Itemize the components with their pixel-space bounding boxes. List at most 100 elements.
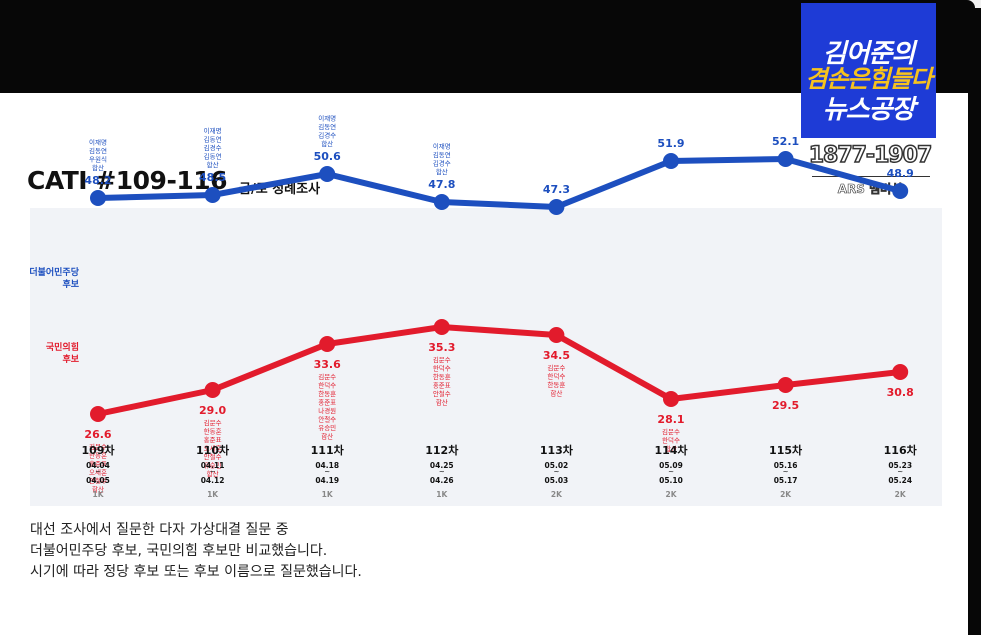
date-tilde-7: ~: [897, 468, 903, 476]
sample-size-7: 2K: [895, 490, 907, 499]
data-label-1-1: 29.0: [199, 404, 226, 417]
date-end-5: 05.10: [659, 476, 683, 485]
candidate-note-0-1-2: 김경수: [204, 143, 222, 152]
right-edge-bar: [968, 8, 981, 635]
candidate-note-0-3-3: 합산: [436, 167, 448, 176]
date-tilde-4: ~: [553, 468, 559, 476]
phone-number: 1877-1907: [808, 142, 933, 169]
x-tick-label-4: 113차: [540, 443, 574, 457]
series-line-1: [95, 324, 904, 417]
series-label-0-line-0: 더불어민주당: [29, 266, 79, 278]
candidate-note-1-4-3: 합산: [550, 389, 562, 398]
candidate-note-0-3-1: 김동연: [433, 151, 451, 159]
x-tick-label-7: 116차: [884, 443, 918, 457]
data-point-0-2: [319, 166, 336, 182]
candidate-note-1-4-0: 김문수: [547, 364, 565, 372]
data-point-1-4: [548, 327, 565, 343]
candidate-note-1-2-1: 한덕수: [318, 381, 336, 390]
candidate-note-1-1-5: 유승민: [204, 461, 222, 470]
logo-line-3: 뉴스공장: [822, 95, 916, 125]
candidate-note-1-2-5: 안철수: [318, 415, 336, 424]
data-point-0-6: [777, 151, 794, 167]
candidate-note-1-5-1: 한덕수: [662, 436, 680, 445]
data-point-1-7: [892, 364, 909, 380]
data-point-1-5: [663, 391, 679, 407]
date-tilde-1: ~: [210, 468, 216, 476]
candidate-note-1-2-3: 홍준표: [318, 398, 336, 407]
date-tilde-6: ~: [783, 468, 789, 476]
logo-line-1: 김어준의: [822, 39, 916, 69]
data-label-0-0: 48.2: [84, 174, 111, 187]
series-label-0-line-1: 후보: [62, 278, 79, 290]
logo-line-2: 겸손은힘들다: [805, 65, 932, 93]
candidate-note-1-1-2: 홍준표: [204, 435, 222, 444]
date-start-1: 04.11: [201, 461, 225, 470]
data-label-1-4: 34.5: [543, 349, 570, 362]
candidate-note-0-1-4: 합산: [207, 160, 219, 169]
candidate-note-1-0-5: 합산: [92, 485, 104, 494]
candidate-note-0-0-2: 우원식: [89, 155, 107, 164]
date-end-3: 04.26: [430, 476, 454, 485]
date-end-0: 04.05: [86, 476, 110, 485]
data-point-0-3: [433, 194, 450, 210]
candidate-note-1-4-1: 한덕수: [547, 372, 565, 381]
candidate-note-0-1-0: 이재명: [204, 126, 222, 135]
show-logo: 김어준의 겸손은힘들다 뉴스공장: [801, 3, 936, 138]
candidate-note-1-3-0: 김문수: [433, 356, 451, 364]
candidate-note-1-0-1: 한동훈: [89, 451, 107, 460]
date-end-7: 05.24: [888, 476, 912, 485]
candidate-note-1-1-1: 한동훈: [204, 427, 222, 436]
candidate-note-1-0-3: 오세훈: [89, 468, 107, 477]
date-start-0: 04.04: [86, 461, 110, 470]
x-tick-label-0: 109차: [81, 443, 115, 457]
candidate-note-1-1-6: 합산: [207, 469, 219, 478]
date-end-1: 04.12: [201, 476, 225, 485]
date-start-5: 05.09: [659, 461, 683, 470]
phone-divider: [812, 176, 930, 177]
sample-size-0: 1K: [92, 490, 104, 499]
candidate-note-1-3-5: 합산: [436, 398, 448, 407]
candidate-note-1-1-3: 오세훈: [204, 444, 222, 453]
data-label-0-3: 47.8: [428, 178, 455, 191]
data-label-0-2: 50.6: [314, 150, 341, 163]
candidate-note-0-1-1: 김동연: [204, 136, 222, 144]
candidate-note-1-2-7: 합산: [321, 432, 333, 441]
chart-title: CATI #109-116: [27, 166, 228, 195]
candidate-note-1-1-0: 김문수: [204, 419, 222, 427]
data-point-1-2: [319, 336, 336, 352]
footnote-line-3: 시기에 따라 정당 후보 또는 후보 이름으로 질문했습니다.: [30, 564, 362, 580]
data-label-0-7: 48.9: [887, 167, 914, 180]
candidate-note-1-4-2: 한동훈: [547, 380, 565, 389]
data-label-0-4: 47.3: [543, 183, 570, 196]
candidate-note-1-3-3: 홍준표: [433, 381, 451, 390]
data-point-0-4: [548, 199, 565, 215]
date-start-6: 05.16: [774, 461, 798, 470]
data-label-1-3: 35.3: [428, 341, 455, 354]
candidate-note-0-0-3: 합산: [92, 163, 104, 172]
data-label-1-0: 26.6: [84, 428, 111, 441]
data-label-0-5: 51.9: [657, 137, 684, 150]
sample-size-5: 2K: [665, 490, 677, 499]
candidate-note-1-5-2: 합산: [665, 444, 677, 453]
data-label-1-5: 28.1: [657, 413, 684, 426]
date-end-6: 05.17: [774, 476, 798, 485]
candidate-note-1-3-1: 한덕수: [433, 364, 451, 373]
footnote-line-1: 대선 조사에서 질문한 다자 가상대결 질문 중: [30, 522, 289, 538]
data-point-0-5: [663, 153, 679, 169]
date-end-4: 05.03: [545, 476, 569, 485]
candidate-note-1-0-4: 안철수: [89, 476, 107, 485]
x-tick-label-6: 115차: [769, 443, 803, 457]
sample-size-2: 1K: [322, 490, 334, 499]
data-label-1-7: 30.8: [887, 386, 914, 399]
candidate-note-1-3-4: 안철수: [433, 389, 451, 398]
candidate-note-0-2-1: 김동연: [318, 123, 336, 131]
candidate-note-0-2-3: 합산: [321, 139, 333, 148]
date-tilde-0: ~: [95, 468, 101, 476]
x-tick-label-3: 112차: [425, 443, 459, 457]
series-line-0: [95, 156, 904, 210]
candidate-note-0-3-0: 이재명: [433, 142, 451, 151]
candidate-note-0-0-0: 이재명: [89, 138, 107, 147]
sample-size-6: 2K: [780, 490, 792, 499]
candidate-note-1-3-2: 한동훈: [433, 372, 451, 381]
